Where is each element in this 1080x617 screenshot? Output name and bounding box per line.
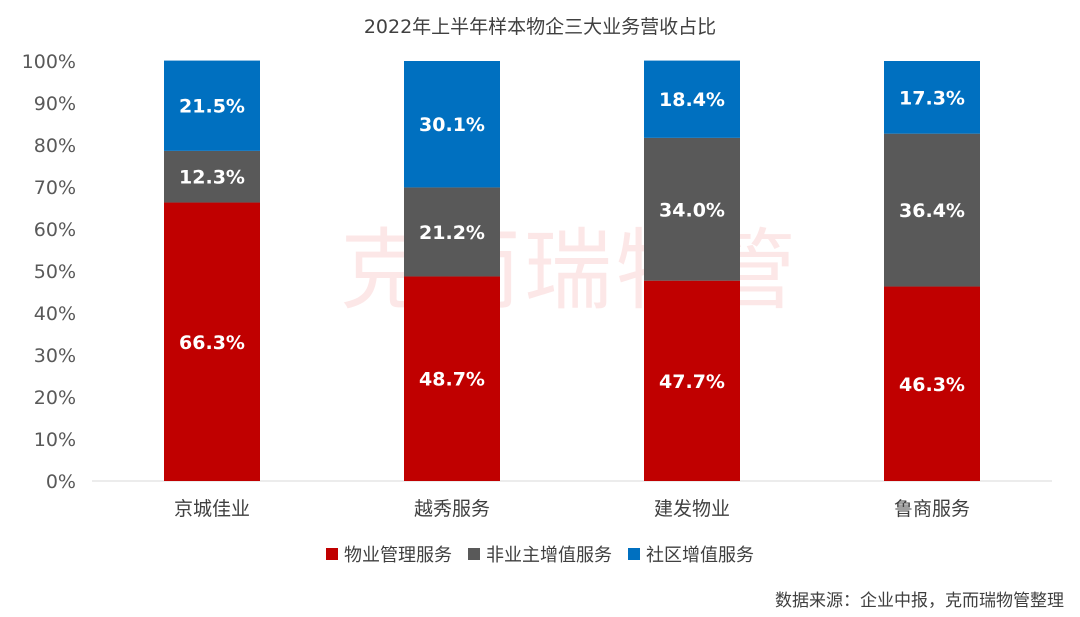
legend-swatch <box>326 548 338 560</box>
legend-label: 物业管理服务 <box>344 545 452 566</box>
y-tick-label: 60% <box>34 219 76 241</box>
bar-segment <box>644 60 740 138</box>
bar-segment <box>884 286 980 481</box>
chart-title: 2022年上半年样本物企三大业务营收占比 <box>363 16 717 38</box>
y-tick-label: 40% <box>34 303 76 325</box>
bar-segment <box>884 133 980 287</box>
data-label: 17.3% <box>899 87 965 109</box>
legend: 物业管理服务 非业主增值服务 社区增值服务 <box>0 541 1080 567</box>
y-tick-label: 0% <box>46 471 76 493</box>
data-label: 46.3% <box>899 374 965 396</box>
y-tick-label: 20% <box>34 387 76 409</box>
data-label: 12.3% <box>179 167 245 189</box>
bar-segment <box>884 61 980 134</box>
legend-item-property-mgmt: 物业管理服务 <box>326 541 452 567</box>
y-tick-label: 30% <box>34 345 76 367</box>
y-tick-label: 70% <box>34 177 76 199</box>
data-label: 21.2% <box>419 222 485 244</box>
bar-segment <box>644 137 740 281</box>
source-note: 数据来源：企业中报，克而瑞物管整理 <box>775 591 1064 611</box>
data-label: 48.7% <box>419 369 485 391</box>
legend-label: 非业主增值服务 <box>486 545 612 566</box>
y-tick-label: 50% <box>34 261 76 283</box>
bar-segment <box>644 280 740 481</box>
data-label: 30.1% <box>419 114 485 136</box>
y-tick-label: 10% <box>34 429 76 451</box>
bar-segment <box>164 150 260 203</box>
bar-segment <box>404 276 500 481</box>
legend-label: 社区增值服务 <box>646 545 754 566</box>
data-label: 34.0% <box>659 199 725 221</box>
y-tick-label: 80% <box>34 135 76 157</box>
data-label: 21.5% <box>179 96 245 118</box>
data-label: 18.4% <box>659 89 725 111</box>
y-tick-label: 90% <box>34 93 76 115</box>
bar-segment <box>404 61 500 188</box>
bar-segment <box>164 202 260 482</box>
bar-segment <box>164 60 260 151</box>
x-tick-label: 鲁商服务 <box>894 498 970 520</box>
legend-item-non-owner: 非业主增值服务 <box>468 541 612 567</box>
data-label: 66.3% <box>179 332 245 354</box>
x-tick-label: 越秀服务 <box>414 498 490 520</box>
data-label: 47.7% <box>659 371 725 393</box>
y-tick-label: 100% <box>22 51 76 73</box>
bar-segment <box>404 187 500 277</box>
legend-swatch <box>468 548 480 560</box>
legend-item-community: 社区增值服务 <box>628 541 754 567</box>
x-tick-label: 京城佳业 <box>174 498 250 520</box>
legend-swatch <box>628 548 640 560</box>
data-label: 36.4% <box>899 200 965 222</box>
x-tick-label: 建发物业 <box>654 498 730 520</box>
